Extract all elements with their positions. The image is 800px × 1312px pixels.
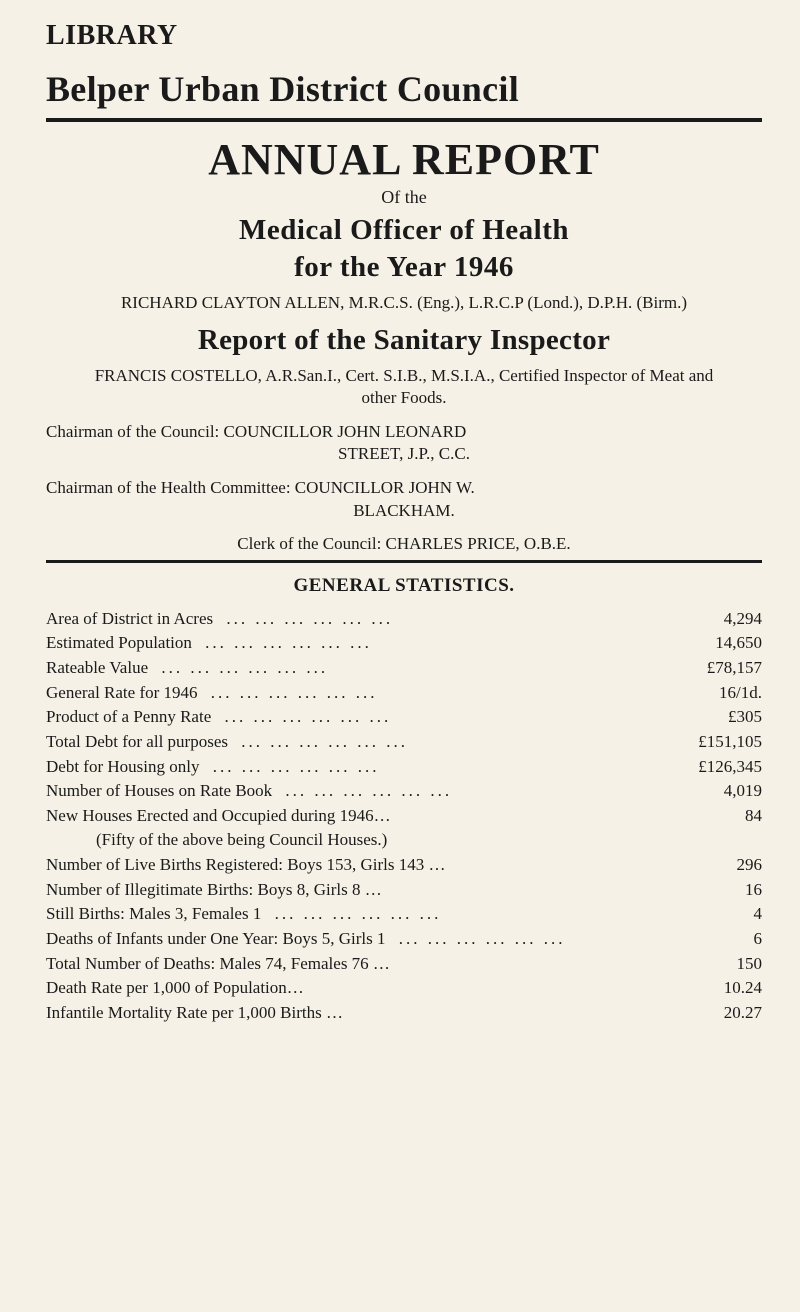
stats-value: 150 (667, 952, 762, 977)
stats-label: Total Debt for all purposes (46, 730, 667, 755)
stats-row: Deaths of Infants under One Year: Boys 5… (46, 927, 762, 952)
moh-title: Medical Officer of Health (46, 214, 762, 247)
rule-above-stats (46, 560, 762, 563)
stats-label: Product of a Penny Rate (46, 705, 667, 730)
stats-label: Estimated Population (46, 631, 667, 656)
stats-row: Still Births: Males 3, Females 14 (46, 902, 762, 927)
stats-value: 4,019 (667, 779, 762, 804)
chairman-health: Chairman of the Health Committee: COUNCI… (46, 477, 762, 521)
sanitary-name: FRANCIS COSTELLO, A.R.San.I., Cert. S.I.… (84, 365, 724, 409)
stats-value: £78,157 (667, 656, 762, 681)
annual-report-title: ANNUAL REPORT (46, 134, 762, 185)
stats-label: Debt for Housing only (46, 755, 667, 780)
stats-value: 4 (667, 902, 762, 927)
stats-label: (Fifty of the above being Council Houses… (46, 828, 762, 853)
stats-value: 84 (667, 804, 762, 829)
of-the-text: Of the (46, 187, 762, 208)
stats-value: £126,345 (667, 755, 762, 780)
stats-row: Number of Houses on Rate Book4,019 (46, 779, 762, 804)
stats-row: Product of a Penny Rate£305 (46, 705, 762, 730)
stats-row: Number of Illegitimate Births: Boys 8, G… (46, 878, 762, 903)
stats-row: (Fifty of the above being Council Houses… (46, 828, 762, 853)
rule-under-main-title (46, 118, 762, 122)
for-year-title: for the Year 1946 (46, 251, 762, 284)
stats-value: £151,105 (667, 730, 762, 755)
stats-row: Death Rate per 1,000 of Population…10.24 (46, 976, 762, 1001)
clerk: Clerk of the Council: CHARLES PRICE, O.B… (46, 534, 762, 554)
main-title: Belper Urban District Council (46, 68, 762, 110)
stats-value: 16 (667, 878, 762, 903)
stats-row: Area of District in Acres4,294 (46, 607, 762, 632)
stats-row: Debt for Housing only£126,345 (46, 755, 762, 780)
stats-label: Death Rate per 1,000 of Population… (46, 976, 667, 1001)
stats-value: 10.24 (667, 976, 762, 1001)
stats-row: General Rate for 194616/1d. (46, 681, 762, 706)
stats-value: 20.27 (667, 1001, 762, 1026)
stats-row: Rateable Value£78,157 (46, 656, 762, 681)
chairman-council: Chairman of the Council: COUNCILLOR JOHN… (46, 421, 762, 465)
stats-row: Total Debt for all purposes£151,105 (46, 730, 762, 755)
stats-label: Deaths of Infants under One Year: Boys 5… (46, 927, 667, 952)
chairman-health-line1: Chairman of the Health Committee: COUNCI… (46, 478, 475, 497)
stats-label: New Houses Erected and Occupied during 1… (46, 804, 667, 829)
stats-value: 4,294 (667, 607, 762, 632)
stats-value: 296 (667, 853, 762, 878)
stats-label: Number of Illegitimate Births: Boys 8, G… (46, 878, 667, 903)
stats-label: General Rate for 1946 (46, 681, 667, 706)
chairman-health-line2: BLACKHAM. (46, 500, 762, 522)
sanitary-title: Report of the Sanitary Inspector (46, 324, 762, 357)
stats-row: New Houses Erected and Occupied during 1… (46, 804, 762, 829)
stats-table: Area of District in Acres4,294Estimated … (46, 607, 762, 1026)
stats-row: Estimated Population14,650 (46, 631, 762, 656)
chairman-council-line2: STREET, J.P., C.C. (46, 443, 762, 465)
stats-label: Number of Live Births Registered: Boys 1… (46, 853, 667, 878)
stats-row: Total Number of Deaths: Males 74, Female… (46, 952, 762, 977)
stats-value: £305 (667, 705, 762, 730)
stats-label: Infantile Mortality Rate per 1,000 Birth… (46, 1001, 667, 1026)
stats-label: Still Births: Males 3, Females 1 (46, 902, 667, 927)
chairman-council-line1: Chairman of the Council: COUNCILLOR JOHN… (46, 422, 466, 441)
stats-row: Infantile Mortality Rate per 1,000 Birth… (46, 1001, 762, 1026)
stats-value: 14,650 (667, 631, 762, 656)
stats-label: Rateable Value (46, 656, 667, 681)
stats-value: 16/1d. (667, 681, 762, 706)
moh-name: RICHARD CLAYTON ALLEN, M.R.C.S. (Eng.), … (94, 292, 714, 314)
library-header: LIBRARY (46, 20, 762, 52)
stats-label: Number of Houses on Rate Book (46, 779, 667, 804)
stats-label: Area of District in Acres (46, 607, 667, 632)
stats-label: Total Number of Deaths: Males 74, Female… (46, 952, 667, 977)
stats-value: 6 (667, 927, 762, 952)
stats-title: GENERAL STATISTICS. (46, 575, 762, 597)
stats-row: Number of Live Births Registered: Boys 1… (46, 853, 762, 878)
